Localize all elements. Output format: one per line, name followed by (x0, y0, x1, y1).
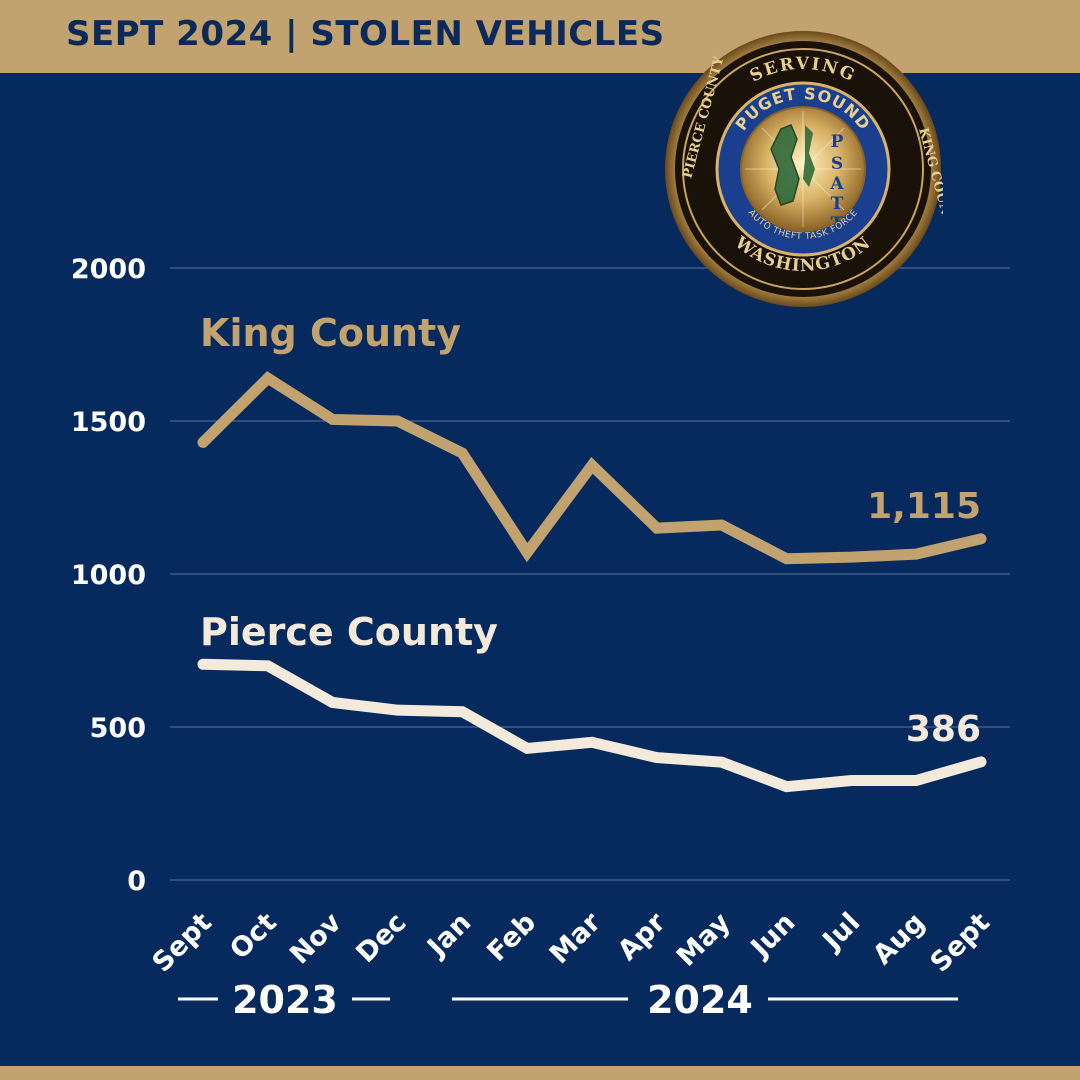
y-tick-label: 2000 (71, 254, 146, 285)
x-tick-label: Jan (420, 907, 477, 964)
end-value-label: 386 (906, 709, 981, 750)
x-tick-label: Apr (612, 907, 672, 967)
series-label: King County (200, 311, 461, 355)
series-line (197, 371, 987, 565)
series-line (197, 658, 987, 793)
year-label: 2024 (647, 978, 753, 1022)
y-tick-label: 500 (90, 713, 146, 744)
x-tick-label: Dec (350, 907, 412, 969)
x-tick-label: Nov (284, 907, 348, 971)
end-value-label: 1,115 (867, 486, 981, 527)
footer-bar (0, 1066, 1080, 1080)
x-tick-label: Feb (481, 907, 542, 968)
y-tick-label: 1000 (71, 560, 146, 591)
y-tick-label: 1500 (71, 407, 146, 438)
page-title: SEPT 2024 | STOLEN VEHICLES (66, 14, 665, 54)
y-tick-label: 0 (127, 866, 146, 897)
x-tick-label: May (671, 907, 737, 973)
x-tick-label: Jun (744, 907, 802, 965)
x-tick-label: Oct (224, 907, 283, 966)
series-label: Pierce County (200, 610, 498, 654)
x-tick-label: Sept (147, 907, 218, 978)
x-tick-label: Aug (867, 907, 931, 971)
header-bar (0, 0, 1080, 73)
x-tick-label: Sept (925, 907, 996, 978)
year-label: 2023 (232, 978, 338, 1022)
x-tick-label: Jul (816, 907, 867, 958)
x-tick-label: Mar (544, 907, 608, 971)
